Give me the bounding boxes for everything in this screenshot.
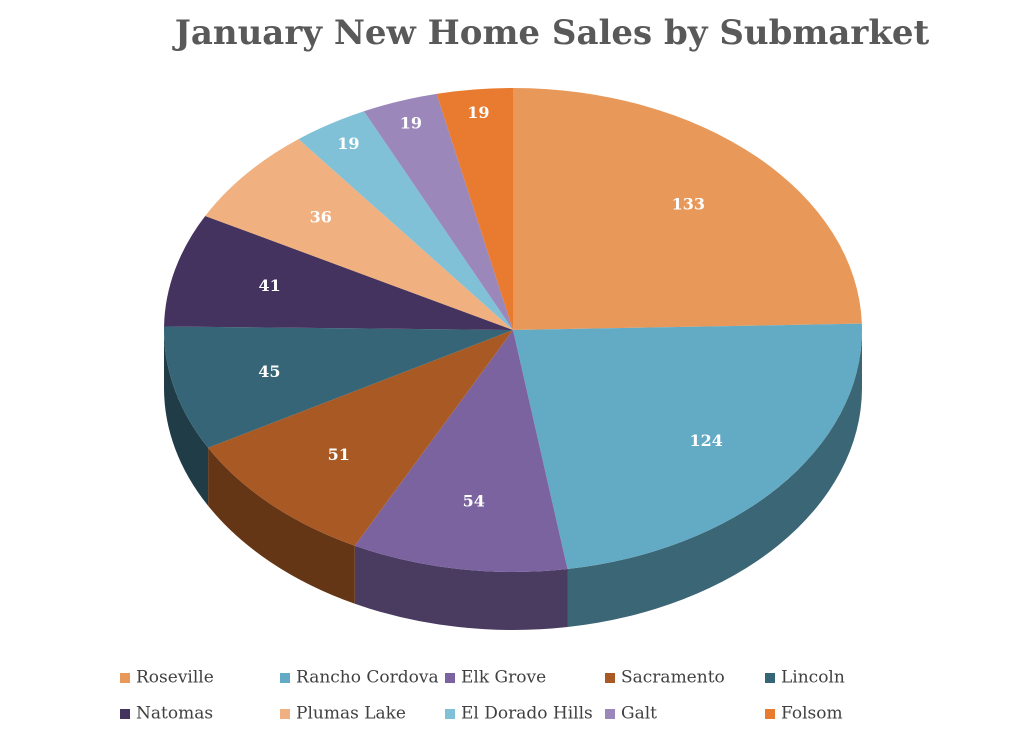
legend-swatch <box>280 709 290 719</box>
legend-swatch <box>280 673 290 683</box>
legend-swatch <box>445 673 455 683</box>
data-label: 124 <box>689 431 722 450</box>
data-label: 19 <box>400 114 422 133</box>
slice <box>354 330 568 572</box>
legend-label: Elk Grove <box>461 668 546 688</box>
slice-side <box>567 330 863 628</box>
legend-label: Rancho Cordova <box>296 668 439 688</box>
slice <box>298 111 513 330</box>
legend-label: Folsom <box>781 704 843 724</box>
slice <box>436 88 513 330</box>
legend-swatch <box>120 673 130 683</box>
legend-swatch <box>605 673 615 683</box>
slice-side <box>208 447 355 604</box>
slice-side <box>354 545 568 630</box>
legend-label: Lincoln <box>781 668 845 688</box>
legend-label: Galt <box>621 704 657 724</box>
data-label: 45 <box>258 362 280 381</box>
legend-label: Natomas <box>136 704 213 724</box>
legend-label: Sacramento <box>621 668 725 688</box>
slice <box>513 88 862 330</box>
slice <box>205 139 513 330</box>
slice <box>513 323 862 570</box>
legend-swatch <box>605 709 615 719</box>
slice <box>164 215 513 330</box>
data-label: 19 <box>467 103 489 122</box>
data-label: 36 <box>310 207 332 226</box>
slice <box>363 93 513 330</box>
legend-swatch <box>765 673 775 683</box>
slice <box>164 326 513 448</box>
data-label: 133 <box>672 195 705 214</box>
data-label: 41 <box>259 276 281 295</box>
pie-tops <box>164 88 862 572</box>
legend-swatch <box>765 709 775 719</box>
data-label: 54 <box>463 492 485 511</box>
data-label: 51 <box>328 445 350 464</box>
pie-sides <box>164 330 863 630</box>
legend-swatch <box>120 709 130 719</box>
legend-label: Roseville <box>136 668 214 688</box>
data-labels: 133 124 54 51 45 41 36 19 19 19 <box>258 103 723 511</box>
legend-label: El Dorado Hills <box>461 704 593 724</box>
legend-label: Plumas Lake <box>296 704 406 724</box>
legend: Roseville Rancho Cordova Elk Grove Sacramen… <box>120 668 845 724</box>
legend-swatch <box>445 709 455 719</box>
slice <box>208 330 513 546</box>
data-label: 19 <box>337 134 359 153</box>
chart-title: January New Home Sales by Submarket <box>172 13 930 53</box>
slice-side <box>164 330 209 506</box>
